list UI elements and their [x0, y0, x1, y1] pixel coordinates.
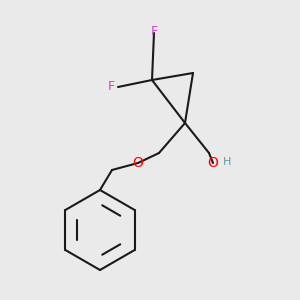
- Text: H: H: [223, 157, 231, 167]
- Text: F: F: [150, 25, 158, 38]
- Text: F: F: [108, 80, 115, 94]
- Text: O: O: [208, 156, 218, 170]
- Text: O: O: [133, 156, 143, 170]
